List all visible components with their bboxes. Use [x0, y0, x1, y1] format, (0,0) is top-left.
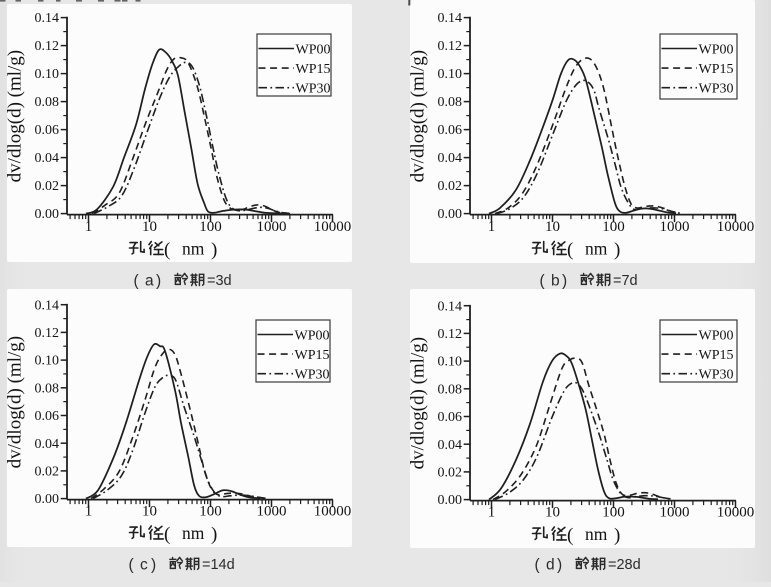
svg-text:d: d	[546, 557, 555, 574]
svg-text:0.14: 0.14	[438, 299, 463, 314]
svg-text:(: (	[164, 240, 170, 261]
svg-text:0.12: 0.12	[438, 39, 463, 54]
svg-text:0.04: 0.04	[35, 151, 60, 166]
svg-text:0.10: 0.10	[438, 67, 463, 82]
svg-text:0.14: 0.14	[438, 11, 463, 26]
svg-text:0.06: 0.06	[438, 410, 463, 425]
svg-text:1: 1	[85, 504, 93, 520]
svg-text:dv/dlog(d) (ml/g): dv/dlog(d) (ml/g)	[5, 336, 26, 468]
svg-text:WP15: WP15	[699, 348, 734, 363]
svg-text:nm: nm	[585, 524, 608, 544]
svg-text:(: (	[134, 273, 140, 290]
svg-text:0.14: 0.14	[35, 298, 60, 313]
svg-text:0.02: 0.02	[438, 179, 463, 194]
svg-text:10000: 10000	[717, 505, 755, 521]
svg-text:WP30: WP30	[296, 82, 331, 97]
svg-text:1: 1	[488, 219, 496, 235]
svg-text:(: (	[164, 524, 170, 545]
svg-text:WP15: WP15	[295, 348, 330, 363]
svg-text:(: (	[567, 525, 573, 546]
svg-text:): )	[211, 524, 217, 545]
svg-text:0.14: 0.14	[35, 11, 60, 26]
svg-text:): )	[211, 240, 217, 261]
svg-text:(: (	[567, 240, 573, 261]
svg-text:WP30: WP30	[295, 368, 330, 383]
svg-text:c: c	[140, 557, 148, 574]
svg-text:0.04: 0.04	[438, 438, 463, 453]
svg-text:=3d: =3d	[207, 273, 232, 289]
svg-text:0.02: 0.02	[438, 466, 463, 481]
svg-text:WP30: WP30	[699, 82, 734, 97]
svg-text:WP00: WP00	[699, 329, 734, 344]
svg-text:1: 1	[85, 219, 93, 235]
svg-text:1: 1	[488, 505, 496, 521]
svg-text:0.08: 0.08	[438, 382, 463, 397]
svg-text:(: (	[535, 557, 541, 574]
svg-text:0.12: 0.12	[35, 39, 60, 54]
svg-text:10: 10	[142, 504, 157, 520]
svg-text:=28d: =28d	[608, 557, 641, 573]
svg-text:dv/dlog(d) (ml/g): dv/dlog(d) (ml/g)	[408, 50, 429, 182]
svg-text:100: 100	[602, 505, 625, 521]
svg-text:100: 100	[602, 219, 625, 235]
svg-text:): )	[156, 273, 161, 290]
svg-text:0.00: 0.00	[438, 207, 463, 222]
svg-text:0.12: 0.12	[35, 326, 60, 341]
svg-text:): )	[614, 525, 620, 546]
svg-text:nm: nm	[182, 239, 205, 259]
svg-text:): )	[614, 240, 620, 261]
svg-text:WP15: WP15	[699, 62, 734, 77]
svg-text:=7d: =7d	[613, 273, 638, 289]
svg-text:b: b	[551, 273, 560, 290]
svg-text:10: 10	[545, 219, 560, 235]
svg-text:WP30: WP30	[699, 368, 734, 383]
svg-text:0.10: 0.10	[438, 355, 463, 370]
svg-text:nm: nm	[585, 239, 608, 259]
svg-text:): )	[151, 557, 156, 574]
svg-text:0.04: 0.04	[438, 151, 463, 166]
svg-text:(: (	[540, 273, 546, 290]
svg-text:0.00: 0.00	[438, 493, 463, 508]
svg-text:0.00: 0.00	[35, 492, 60, 507]
svg-text:0.02: 0.02	[35, 179, 60, 194]
svg-text:1000: 1000	[257, 219, 287, 235]
svg-text:WP00: WP00	[296, 43, 331, 58]
svg-text:dv/dlog(d) (ml/g): dv/dlog(d) (ml/g)	[408, 337, 429, 469]
svg-text:0.08: 0.08	[35, 95, 60, 110]
svg-text:(: (	[129, 557, 135, 574]
svg-text:dv/dlog(d) (ml/g): dv/dlog(d) (ml/g)	[5, 50, 26, 182]
svg-text:0.06: 0.06	[35, 409, 60, 424]
svg-text:0.08: 0.08	[35, 381, 60, 396]
svg-text:0.12: 0.12	[438, 327, 463, 342]
svg-text:a: a	[145, 273, 154, 290]
svg-text:0.06: 0.06	[438, 123, 463, 138]
svg-text:10: 10	[142, 219, 157, 235]
svg-text:10: 10	[545, 505, 560, 521]
svg-text:10000: 10000	[314, 504, 352, 520]
svg-text:1000: 1000	[660, 219, 690, 235]
svg-text:0.00: 0.00	[35, 207, 60, 222]
svg-text:100: 100	[199, 219, 222, 235]
svg-text:1000: 1000	[257, 504, 287, 520]
svg-text:0.06: 0.06	[35, 123, 60, 138]
svg-text:10000: 10000	[314, 219, 352, 235]
svg-text:=14d: =14d	[202, 557, 235, 573]
svg-text:WP00: WP00	[295, 329, 330, 344]
svg-text:): )	[562, 273, 567, 290]
svg-text:): )	[557, 557, 562, 574]
svg-text:10000: 10000	[717, 219, 755, 235]
svg-text:0.04: 0.04	[35, 437, 60, 452]
svg-text:1000: 1000	[660, 505, 690, 521]
svg-text:0.08: 0.08	[438, 95, 463, 110]
svg-text:nm: nm	[182, 523, 205, 543]
svg-text:0.10: 0.10	[35, 67, 60, 82]
svg-text:0.02: 0.02	[35, 465, 60, 480]
svg-text:100: 100	[199, 504, 222, 520]
svg-text:WP00: WP00	[699, 43, 734, 58]
svg-text:WP15: WP15	[296, 62, 331, 77]
svg-text:0.10: 0.10	[35, 354, 60, 369]
